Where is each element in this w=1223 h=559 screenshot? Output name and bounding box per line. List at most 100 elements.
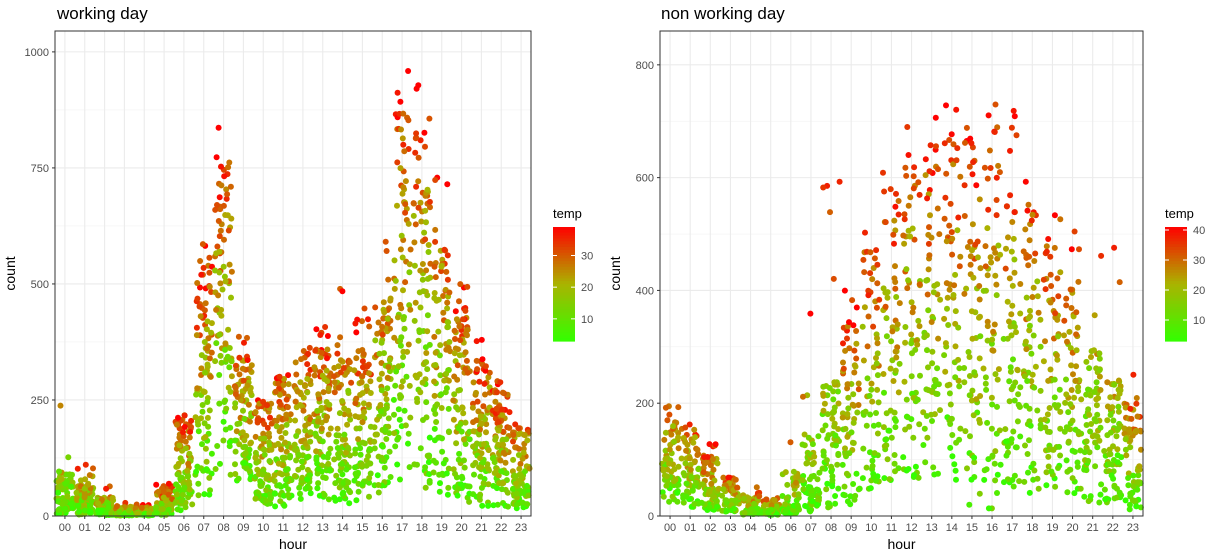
data-point <box>712 441 719 448</box>
legend-color-step <box>553 255 575 259</box>
data-point <box>199 402 206 408</box>
data-point <box>768 506 775 513</box>
data-point <box>323 367 330 374</box>
data-point <box>1009 302 1016 309</box>
data-point <box>1096 437 1103 444</box>
data-point <box>401 148 408 155</box>
data-point <box>714 503 720 510</box>
data-point <box>402 279 409 286</box>
data-point <box>1074 459 1081 466</box>
data-point <box>1072 377 1079 384</box>
data-point <box>304 476 311 483</box>
data-point <box>1134 413 1141 420</box>
data-point <box>252 495 259 502</box>
data-point <box>1061 332 1067 339</box>
data-point <box>873 360 880 367</box>
data-point <box>180 429 186 436</box>
data-point <box>503 470 510 477</box>
data-point <box>1106 446 1113 453</box>
data-point <box>1010 107 1017 114</box>
data-point <box>968 397 975 404</box>
data-point <box>994 403 1000 410</box>
data-point <box>869 398 876 405</box>
data-point <box>461 436 467 443</box>
data-point <box>668 431 675 438</box>
data-point <box>1047 299 1054 306</box>
data-point <box>199 408 206 415</box>
data-point <box>430 469 437 476</box>
data-point <box>398 393 405 400</box>
data-point <box>824 435 831 442</box>
legend-color-step <box>1165 246 1187 251</box>
data-point <box>896 300 903 307</box>
data-point <box>945 322 952 328</box>
data-point <box>920 409 927 416</box>
data-point <box>510 432 517 438</box>
data-point <box>926 224 932 231</box>
data-point <box>379 331 386 338</box>
data-point <box>833 442 839 449</box>
data-point <box>892 285 899 292</box>
data-point <box>874 386 881 393</box>
x-tick-label: 20 <box>1066 522 1078 534</box>
data-point <box>232 448 239 455</box>
data-point <box>305 350 311 357</box>
data-point <box>703 459 710 466</box>
data-point <box>216 372 223 378</box>
data-point <box>476 431 482 438</box>
data-point <box>424 366 431 373</box>
data-point <box>1046 446 1053 453</box>
x-tick-label: 03 <box>724 522 736 534</box>
data-point <box>805 484 812 490</box>
data-point <box>424 275 431 282</box>
data-point <box>984 318 991 325</box>
data-point <box>500 428 506 435</box>
data-point <box>58 476 65 483</box>
data-point <box>955 324 962 331</box>
data-point <box>206 407 213 414</box>
data-point <box>924 347 930 354</box>
data-point <box>109 494 116 501</box>
data-point <box>222 346 228 353</box>
data-point <box>519 499 526 506</box>
data-point <box>922 156 929 163</box>
data-point <box>218 312 225 319</box>
data-point <box>265 430 272 437</box>
legend-color-step <box>1165 326 1187 331</box>
data-point <box>967 261 974 268</box>
data-point <box>419 261 426 267</box>
data-point <box>864 343 871 350</box>
data-point <box>391 285 398 292</box>
data-point <box>174 471 181 478</box>
data-point <box>1096 355 1103 362</box>
data-point <box>444 299 451 306</box>
data-point <box>213 250 220 257</box>
data-point <box>892 418 899 424</box>
data-point <box>282 430 289 436</box>
data-point <box>285 486 292 493</box>
data-point <box>346 359 353 366</box>
data-point <box>903 266 910 273</box>
data-point <box>902 324 909 330</box>
data-point <box>905 152 912 158</box>
data-point <box>903 172 910 179</box>
data-point <box>327 425 334 432</box>
data-point <box>700 465 707 471</box>
data-point <box>1063 424 1070 431</box>
data-point <box>1098 481 1105 488</box>
data-point <box>1122 404 1129 411</box>
data-point <box>986 147 993 154</box>
x-tick-label: 11 <box>277 522 288 534</box>
data-point <box>246 418 253 425</box>
data-point <box>1007 192 1014 199</box>
data-point <box>347 489 354 496</box>
data-point <box>181 424 188 430</box>
data-point <box>1055 333 1061 340</box>
data-point <box>257 483 264 489</box>
data-point <box>977 333 984 340</box>
data-point <box>232 362 239 369</box>
data-point <box>86 472 93 479</box>
data-point <box>1047 271 1054 278</box>
data-point <box>1065 438 1072 445</box>
data-point <box>874 280 881 287</box>
